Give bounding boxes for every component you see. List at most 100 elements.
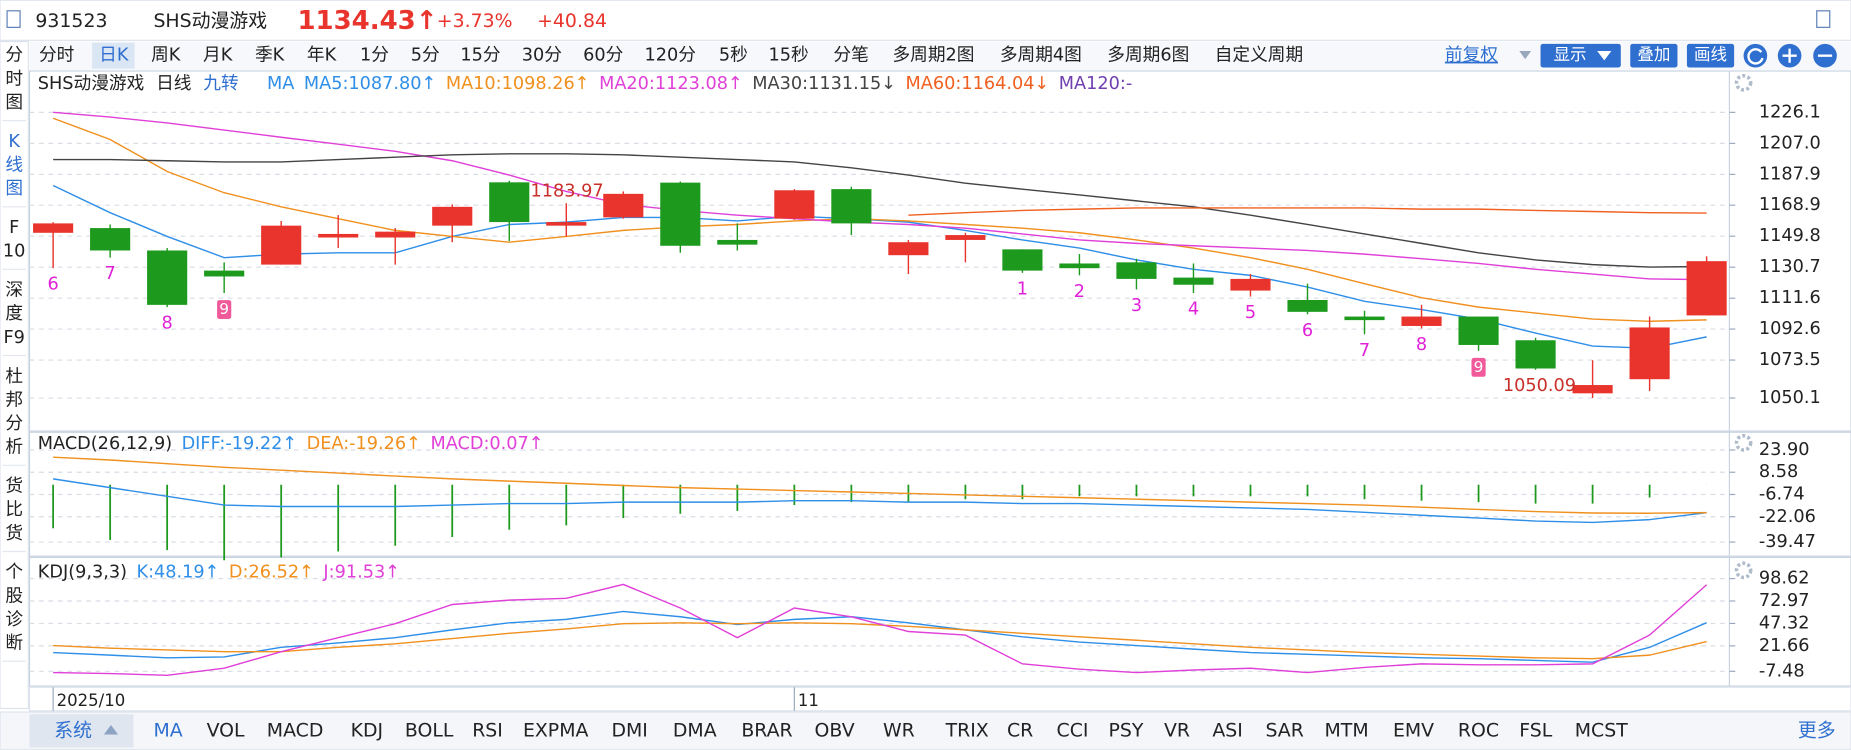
nine-turn-label: 9 xyxy=(1474,358,1484,376)
period-tab[interactable]: 日K xyxy=(99,46,129,66)
settings-icon[interactable] xyxy=(1734,73,1753,92)
price-panel-frame xyxy=(28,70,1851,432)
left-tab-char[interactable]: K xyxy=(8,132,20,152)
left-tab-char[interactable]: F xyxy=(9,218,19,238)
period-tab[interactable]: 60分 xyxy=(583,45,623,66)
indicator-tab[interactable]: DMI xyxy=(611,719,647,741)
y-tick-label: 1168.9 xyxy=(1759,195,1821,215)
legend-item: MA30:1131.15↓ xyxy=(752,74,896,94)
indicator-tab[interactable]: ASI xyxy=(1212,719,1242,741)
system-tab[interactable] xyxy=(29,714,134,748)
period-tab[interactable]: 5分 xyxy=(411,45,440,66)
left-tab-char[interactable]: 图 xyxy=(5,93,23,113)
left-tab-char[interactable]: 诊 xyxy=(5,609,23,630)
indicator-tab[interactable]: FSL xyxy=(1519,719,1553,741)
left-tab-char[interactable]: 邦 xyxy=(5,389,23,410)
left-tab-char[interactable]: 断 xyxy=(5,633,23,654)
period-tab[interactable]: 多周期6图 xyxy=(1107,45,1189,66)
indicator-tab[interactable]: DMA xyxy=(673,719,717,741)
legend-item: D:26.52↑ xyxy=(229,563,314,583)
left-tab-char[interactable]: 析 xyxy=(5,437,23,458)
indicator-tab[interactable]: EMV xyxy=(1393,719,1434,741)
indicator-tab[interactable]: RSI xyxy=(472,719,503,741)
period-tab[interactable]: 120分 xyxy=(645,45,696,66)
indicator-tab[interactable]: VR xyxy=(1164,719,1190,741)
overlay-button[interactable] xyxy=(1630,43,1678,68)
indicator-line xyxy=(53,610,1707,663)
left-tab-char[interactable]: F9 xyxy=(3,328,24,348)
candle-body xyxy=(1344,316,1385,321)
nine-turn-label: 7 xyxy=(1359,341,1370,361)
nine-turn-label: 8 xyxy=(162,314,173,334)
nine-turn-label: 2 xyxy=(1074,282,1085,302)
left-tab-char[interactable]: 图 xyxy=(5,179,23,199)
period-tab[interactable]: 月K xyxy=(203,46,233,66)
left-tab-char[interactable]: 线 xyxy=(5,154,23,175)
left-tab-char[interactable]: 度 xyxy=(5,303,23,324)
candle-body xyxy=(1230,278,1271,291)
window-toggle-icon[interactable] xyxy=(1816,10,1831,28)
panel-toggle-icon[interactable] xyxy=(6,10,21,28)
period-tab[interactable]: 年K xyxy=(307,45,337,66)
y-tick-label: 1130.7 xyxy=(1759,257,1821,277)
candle-body xyxy=(1116,262,1157,279)
dropdown-arrow[interactable] xyxy=(1519,50,1532,60)
legend-item: MA120:- xyxy=(1059,74,1132,94)
indicator-tab[interactable]: TRIX xyxy=(945,719,989,741)
period-tab[interactable]: 周K xyxy=(151,46,181,66)
left-tab-char[interactable]: 货 xyxy=(5,476,23,497)
period-tab[interactable]: 1分 xyxy=(360,45,389,66)
show-arrow xyxy=(1597,50,1612,61)
indicator-tab[interactable]: BRAR xyxy=(741,719,792,741)
left-tab-char[interactable]: 分 xyxy=(5,45,23,66)
indicator-tab[interactable]: KDJ xyxy=(351,719,383,741)
x-tick-label: 2025/10 xyxy=(57,691,126,710)
indicator-tab[interactable]: ROC xyxy=(1458,719,1499,741)
left-tab-char[interactable]: 货 xyxy=(5,523,23,544)
left-tab-char[interactable]: 10 xyxy=(3,242,26,262)
more-tab[interactable]: 更多 xyxy=(1798,719,1836,741)
left-tab-char[interactable]: 个 xyxy=(5,562,23,583)
settings-icon[interactable] xyxy=(1734,434,1753,452)
left-tab-char[interactable]: 深 xyxy=(5,280,23,301)
left-tab-char[interactable]: 分 xyxy=(5,413,23,434)
indicator-tab[interactable]: WR xyxy=(883,719,915,741)
indicator-tab[interactable]: SAR xyxy=(1265,719,1303,741)
indicator-tab[interactable]: CCI xyxy=(1057,719,1089,741)
period-tab[interactable]: 分时 xyxy=(39,45,74,66)
draw-button[interactable] xyxy=(1686,43,1735,68)
left-tab-char[interactable]: 时 xyxy=(5,68,23,89)
period-tab[interactable]: 15秒 xyxy=(768,45,808,66)
adjust-select[interactable]: 前复权 xyxy=(1445,45,1498,66)
period-tab[interactable]: 多周期2图 xyxy=(892,45,974,66)
legend: MACD(26,12,9) DIFF:-19.22↑ DEA:-19.26↑ MACD… xyxy=(38,434,544,454)
indicator-tab[interactable]: EXPMA xyxy=(523,719,589,741)
period-tab[interactable]: 15分 xyxy=(460,45,500,66)
indicator-tab[interactable]: MTM xyxy=(1325,719,1369,741)
period-tab[interactable]: 30分 xyxy=(522,45,562,66)
indicator-tab[interactable]: CR xyxy=(1007,719,1033,741)
nine-turn-badge xyxy=(1471,357,1486,377)
left-tab-char[interactable]: 杜 xyxy=(5,366,23,387)
candle-body xyxy=(1002,249,1043,271)
kdj-panel-frame xyxy=(28,556,1851,687)
period-tab[interactable]: 分笔 xyxy=(833,45,868,66)
left-tab-char[interactable]: 股 xyxy=(5,586,23,606)
show-button[interactable] xyxy=(1540,43,1621,68)
period-tab[interactable]: 5秒 xyxy=(719,45,748,66)
indicator-tab[interactable]: OBV xyxy=(815,719,855,741)
indicator-tab[interactable]: MA xyxy=(153,719,182,741)
candle-body xyxy=(831,189,872,224)
left-tab-char[interactable]: 比 xyxy=(5,499,23,520)
indicator-tab[interactable]: PSY xyxy=(1108,719,1143,741)
y-tick-label: 1050.1 xyxy=(1759,388,1821,408)
period-tab[interactable]: 多周期4图 xyxy=(1000,45,1082,66)
period-tab[interactable]: 自定义周期 xyxy=(1215,45,1303,66)
candle-body xyxy=(1629,327,1670,380)
indicator-tab[interactable]: BOLL xyxy=(405,719,454,741)
indicator-tab[interactable]: VOL xyxy=(207,719,245,741)
settings-icon[interactable] xyxy=(1734,561,1753,580)
period-tab[interactable]: 季K xyxy=(255,45,285,66)
indicator-tab[interactable]: MCST xyxy=(1575,719,1628,741)
indicator-tab[interactable]: MACD xyxy=(267,719,324,741)
